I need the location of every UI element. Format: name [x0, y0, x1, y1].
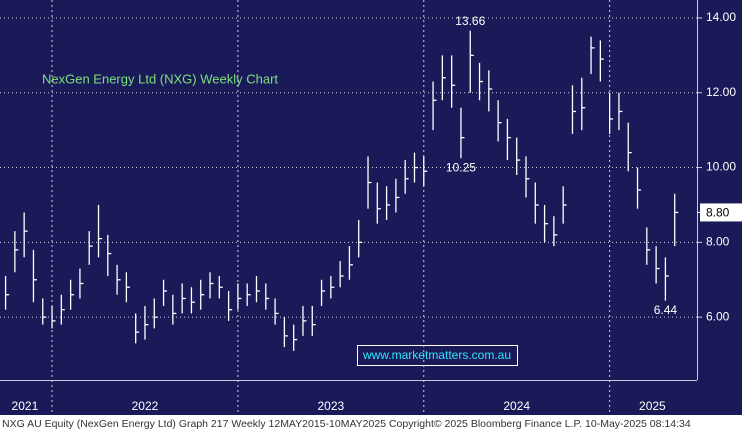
last-price-label: 8.80 — [706, 206, 730, 220]
watermark: www.marketmatters.com.au — [362, 348, 511, 362]
y-tick-label: 12.00 — [706, 85, 736, 99]
y-tick-label: 10.00 — [706, 160, 736, 174]
y-tick-label: 6.00 — [706, 309, 730, 323]
footer-bar — [0, 415, 742, 432]
x-tick-label: 2025 — [639, 399, 666, 413]
y-tick-label: 14.00 — [706, 10, 736, 24]
y-tick-label: 8.00 — [706, 235, 730, 249]
x-tick-label: 2024 — [503, 399, 530, 413]
x-tick-label: 2022 — [132, 399, 159, 413]
chart-title: NexGen Energy Ltd (NXG) Weekly Chart — [42, 71, 278, 86]
x-tick-label: 2021 — [12, 399, 39, 413]
last-price-box — [700, 203, 742, 222]
watermark-box — [357, 345, 518, 366]
annotation: 6.44 — [654, 303, 678, 317]
annotation: 10.25 — [446, 160, 476, 174]
footer-text: NXG AU Equity (NexGen Energy Ltd) Graph … — [2, 418, 691, 430]
annotation: 13.66 — [455, 14, 485, 28]
x-tick-label: 2023 — [317, 399, 344, 413]
